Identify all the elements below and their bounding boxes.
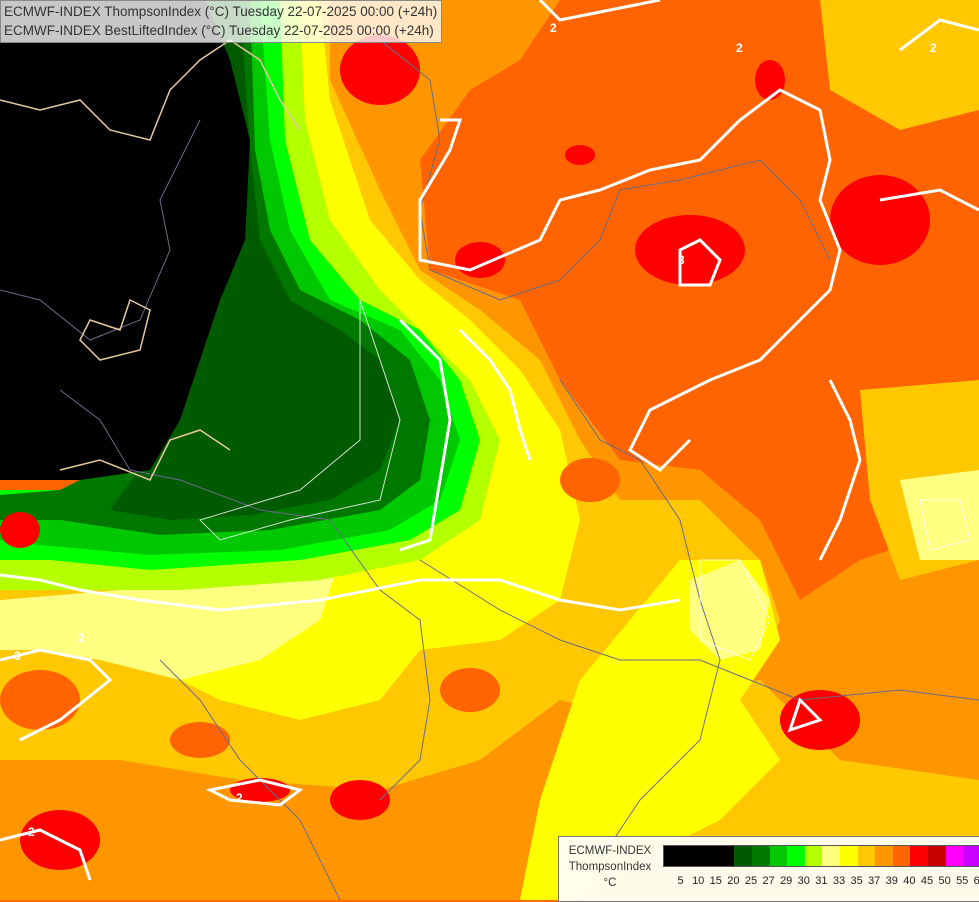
legend-tick-label: 10 xyxy=(692,875,705,887)
legend-swatch xyxy=(716,846,735,866)
legend-swatch xyxy=(839,846,858,866)
legend-swatch xyxy=(945,846,964,866)
legend-unit: °C xyxy=(603,877,617,889)
legend-tick-label: 29 xyxy=(780,875,793,887)
legend-swatch xyxy=(892,846,911,866)
contour-label: 2 xyxy=(550,21,557,35)
contour-label: 2 xyxy=(28,825,35,839)
field-pale-yellow xyxy=(0,560,340,680)
legend-parameter: ThompsonIndex xyxy=(568,861,652,873)
coastline xyxy=(0,39,301,481)
contour-label: 2 xyxy=(78,631,85,645)
contour-label-group: 2 2 2 3 3 2 2 2 xyxy=(14,21,937,839)
color-legend: ECMWF-INDEX ThompsonIndex °C 5 10 15 20 25 27… xyxy=(558,836,979,902)
legend-swatch xyxy=(875,846,893,866)
legend-swatch xyxy=(927,846,946,866)
legend-swatch xyxy=(751,846,770,866)
legend-tick-label: 5 xyxy=(677,875,684,887)
thick-contours xyxy=(0,0,979,881)
legend-tick-label: 30 xyxy=(797,875,810,887)
legend-tick-label: 55 xyxy=(956,875,969,887)
legend-swatch xyxy=(681,846,700,866)
legend-swatch xyxy=(664,846,682,866)
legend-model: ECMWF-INDEX xyxy=(568,845,652,857)
legend-swatch xyxy=(822,846,840,866)
contour-label: 2 xyxy=(236,791,243,805)
orange-cells xyxy=(0,458,620,758)
field-black xyxy=(0,0,250,480)
legend-swatches xyxy=(663,845,979,867)
legend-tick-label: 27 xyxy=(762,875,775,887)
legend-tick-label: 39 xyxy=(885,875,898,887)
legend-tick-label: 20 xyxy=(727,875,740,887)
legend-tick-label: 50 xyxy=(938,875,951,887)
legend-tick-label: 40 xyxy=(903,875,916,887)
legend-label: ECMWF-INDEX ThompsonIndex °C xyxy=(561,843,659,891)
legend-swatch xyxy=(734,846,752,866)
contour-label: 2 xyxy=(736,41,743,55)
legend-swatch xyxy=(910,846,928,866)
legend-tick-label: 25 xyxy=(744,875,758,887)
legend-swatch xyxy=(787,846,805,866)
title-thompson-index: ECMWF-INDEX ThompsonIndex (°C) Tuesday 2… xyxy=(4,4,438,19)
title-best-lifted-index: ECMWF-INDEX BestLiftedIndex (°C) Tuesday… xyxy=(4,23,434,38)
field-light-orange-east xyxy=(820,0,979,580)
legend-swatch xyxy=(769,846,788,866)
contour-label: 2 xyxy=(930,41,937,55)
legend-swatch xyxy=(804,846,823,866)
thin-contours xyxy=(199,299,971,661)
legend-tick-label: 15 xyxy=(709,875,722,887)
legend-tick-label: 33 xyxy=(832,875,846,887)
legend-tick-label: 60 xyxy=(973,875,979,887)
legend-tick-label: 37 xyxy=(868,875,881,887)
map-title-box: ECMWF-INDEX ThompsonIndex (°C) Tuesday 2… xyxy=(0,0,443,43)
field-pale-yellow-east xyxy=(690,470,979,660)
legend-swatch xyxy=(857,846,876,866)
country-borders xyxy=(0,39,979,900)
legend-tick-label: 35 xyxy=(850,875,863,887)
legend-swatch xyxy=(963,846,979,866)
contour-label: 3 xyxy=(678,253,685,267)
contour-label: 3 xyxy=(14,649,21,663)
legend-swatch xyxy=(699,846,717,866)
legend-tick-label: 31 xyxy=(815,875,828,887)
legend-tick-label: 45 xyxy=(920,875,934,887)
